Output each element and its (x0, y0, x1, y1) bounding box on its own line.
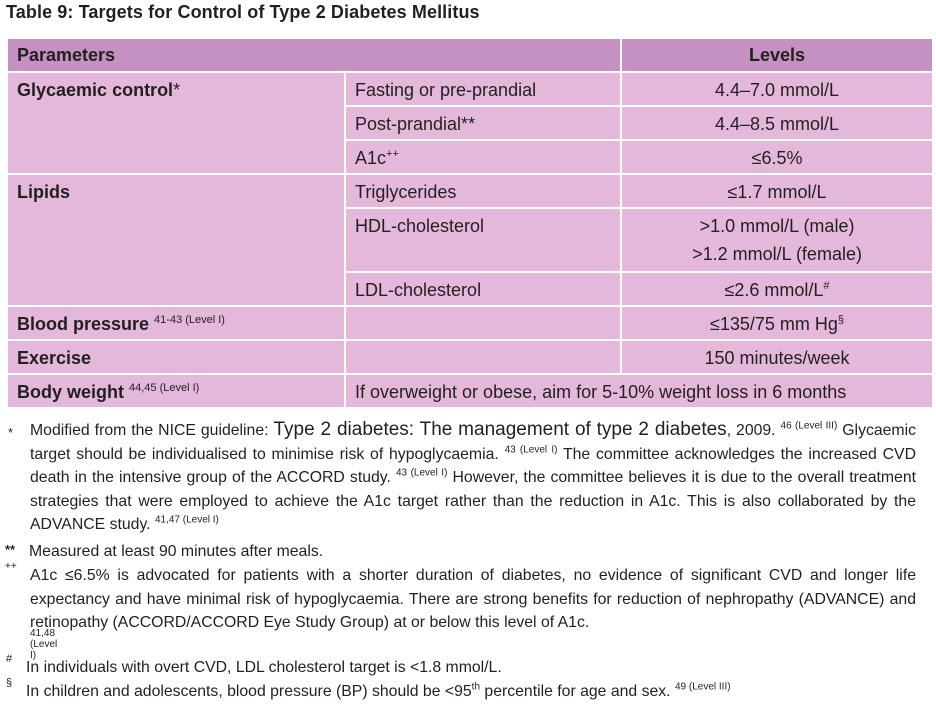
table-row: Lipids Triglycerides ≤1.7 mmol/L (6, 173, 935, 307)
footnote-part: In children and adolescents, blood press… (26, 683, 472, 700)
level-sup: § (837, 314, 845, 326)
citation: 49 (Level III) (674, 681, 731, 693)
sub-param-label: A1c (355, 148, 387, 168)
sub-param: HDL-cholesterol (343, 207, 623, 273)
footnote-mark: ** (5, 542, 16, 557)
level-text: ≤2.6 mmol/L (724, 280, 824, 300)
header-levels: Levels (620, 37, 935, 73)
param-exercise: Exercise (6, 339, 346, 375)
level-sup: # (823, 280, 830, 292)
footnote-part: However, the committee believes it is du… (30, 469, 917, 534)
footnote-part: Glycaemic target should be individualise… (30, 422, 916, 463)
param-label: Blood pressure (17, 314, 150, 334)
level-value: 150 minutes/week (620, 339, 935, 375)
ordinal-sup: th (471, 681, 481, 693)
sub-param-empty (343, 339, 623, 375)
targets-table: Parameters Levels Glycaemic control* Fas… (5, 37, 935, 409)
level-value: 4.4–8.5 mmol/L (620, 105, 935, 141)
footnote-part: , 2009. (726, 422, 776, 439)
table-row: Glycaemic control* Fasting or pre-prandi… (6, 71, 935, 175)
footnote-mark: ++ (5, 561, 17, 572)
table-row: Exercise 150 minutes/week (6, 339, 935, 375)
param-glycaemic-control: Glycaemic control* (6, 71, 346, 175)
param-lipids: Lipids (6, 173, 346, 307)
level-value: 4.4–7.0 mmol/L (620, 71, 935, 107)
level-value: ≤2.6 mmol/L# (620, 271, 935, 307)
table-row: A1c++ ≤6.5% (7, 139, 935, 175)
level-text: ≤135/75 mm Hg (709, 314, 838, 334)
param-sup: 44,45 (Level I) (129, 382, 200, 394)
sub-param: Fasting or pre-prandial (343, 71, 623, 107)
sub-param-empty (343, 305, 623, 341)
citation: 41,47 (Level I) (154, 515, 219, 527)
sub-param: LDL-cholesterol (343, 271, 623, 307)
sub-param: Post-prandial** (343, 105, 623, 141)
guideline-title: Type 2 diabetes: The management of type … (273, 419, 727, 440)
footnote-mark: § (6, 677, 13, 689)
table-row: LDL-cholesterol ≤2.6 mmol/L# (7, 271, 935, 307)
param-label: Glycaemic control (17, 80, 174, 100)
footnote-part: percentile for age and sex. (484, 683, 671, 700)
table-title: Table 9: Targets for Control of Type 2 D… (6, 2, 480, 22)
footnote-part: Modified from the NICE guideline: (30, 422, 269, 439)
sub-param: Triglycerides (343, 173, 623, 209)
level-line-female: >1.2 mmol/L (female) (692, 244, 862, 264)
param-label: Body weight (17, 382, 124, 402)
table-row: HDL-cholesterol >1.0 mmol/L (male) >1.2 … (7, 207, 935, 273)
level-value: >1.0 mmol/L (male) >1.2 mmol/L (female) (620, 207, 935, 273)
sub-param-sup: ++ (386, 148, 399, 160)
table-row: Blood pressure 41-43 (Level I) ≤135/75 m… (6, 305, 935, 341)
footnote-text: Measured at least 90 minutes after meals… (29, 543, 324, 560)
footnote-text: Modified from the NICE guideline: Type 2… (30, 418, 916, 537)
level-value: If overweight or obese, aim for 5-10% we… (343, 373, 935, 409)
footnote-mark: # (6, 653, 13, 665)
footnote-part: The committee acknowledges the increased… (30, 445, 916, 487)
level-value: ≤135/75 mm Hg§ (620, 305, 935, 341)
level-value: ≤1.7 mmol/L (620, 173, 935, 209)
citation: 41,48 (Level I) (30, 628, 58, 661)
citation: 43 (Level I) (395, 467, 448, 479)
level-line-male: >1.0 mmol/L (male) (699, 216, 855, 236)
param-blood-pressure: Blood pressure 41-43 (Level I) (6, 305, 346, 341)
sub-param: A1c++ (343, 139, 623, 175)
footnote-mark: * (8, 425, 14, 440)
table-row: Body weight 44,45 (Level I) If overweigh… (6, 373, 935, 409)
citation: 46 (Level III) (780, 420, 838, 432)
level-value: ≤6.5% (620, 139, 935, 175)
table-row: Post-prandial** 4.4–8.5 mmol/L (7, 105, 935, 141)
footnote-text: In children and adolescents, blood press… (26, 680, 912, 704)
param-sup: 41-43 (Level I) (154, 314, 225, 326)
table-header-row: Parameters Levels (5, 37, 935, 73)
footnote-text: A1c ≤6.5% is advocated for patients with… (30, 564, 916, 635)
citation: 43 (Level I) (504, 444, 558, 456)
param-body-weight: Body weight 44,45 (Level I) (6, 373, 346, 409)
param-mark: * (173, 80, 181, 100)
header-parameters: Parameters (5, 37, 623, 73)
footnote-part: A1c ≤6.5% is advocated for patients with… (30, 567, 916, 632)
footnote-text: In individuals with overt CVD, LDL chole… (26, 659, 502, 676)
